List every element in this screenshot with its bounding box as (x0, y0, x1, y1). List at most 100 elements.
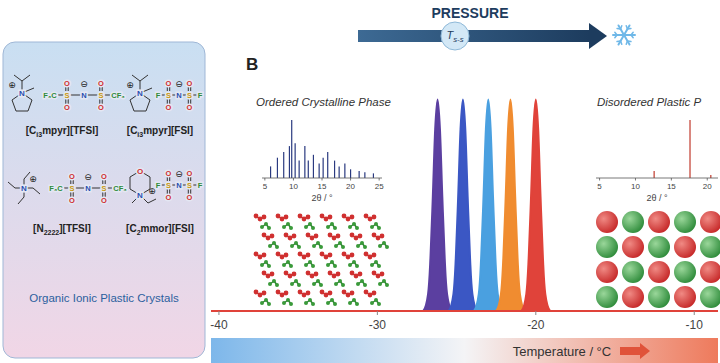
anion-atom (330, 298, 334, 302)
cation-atom (270, 272, 275, 277)
cation-atom (284, 291, 289, 296)
anion-atom (297, 245, 301, 249)
atom-label: O (187, 79, 193, 88)
xrd-peak (350, 169, 351, 178)
anion-atom (370, 225, 374, 229)
ion-sphere (674, 286, 696, 308)
atom-label: S (64, 91, 69, 100)
cation-atom (276, 252, 281, 257)
anion-atom (382, 241, 386, 245)
cation-atom (262, 271, 267, 276)
bond (146, 100, 150, 111)
bond (33, 188, 40, 194)
snowflake-arm (619, 25, 625, 35)
atom-label: S (101, 184, 106, 193)
cation-atom (320, 214, 325, 219)
cation-atom (350, 291, 355, 296)
xrd-peak (359, 171, 360, 178)
compound-label: [Ci3mpyr][TFSI] (26, 125, 99, 138)
atom-label: O (98, 103, 104, 112)
anion-atom (333, 264, 337, 268)
bond (18, 197, 24, 204)
anion-atom (304, 225, 308, 229)
anion-atom (308, 260, 312, 264)
anion-atom (308, 298, 312, 302)
bond (148, 199, 156, 203)
figure: N⊕OOOOF₃CSNSCF₃⊖[Ci3mpyr][TFSI]N⊕OOOOFSN… (0, 0, 720, 363)
bond (140, 75, 148, 81)
bond (183, 185, 187, 186)
cation-atom (314, 234, 319, 239)
snowflake-arm (613, 34, 624, 36)
x-tick-label: -20 (527, 318, 545, 332)
cation-atom (358, 234, 363, 239)
xrd-peak (277, 158, 278, 178)
bond (172, 95, 176, 96)
cation-atom (298, 290, 303, 295)
anion-atom (334, 244, 338, 248)
xrd-tick-label: 5 (263, 182, 268, 191)
cation-atom (306, 253, 311, 258)
cation-atom (328, 271, 333, 276)
xrd-peak (308, 161, 309, 178)
cation-atom (372, 215, 377, 220)
anion-atom (286, 260, 290, 264)
xrd-tick (707, 178, 708, 181)
cation-atom (284, 253, 289, 258)
text-part: [N (33, 223, 44, 234)
xrd-tick (350, 178, 351, 181)
anion-atom (360, 279, 364, 283)
atom-label: N (21, 184, 27, 193)
anion-atom (374, 222, 378, 226)
anion-atom (268, 244, 272, 248)
xrd-tick-label: 5 (597, 182, 602, 191)
x-tick-label: -40 (210, 318, 228, 332)
anion-atom (338, 279, 342, 283)
ion-sphere (622, 261, 644, 283)
cation-atom (364, 214, 369, 219)
anion-atom (304, 263, 308, 267)
transition-label: Ts-s (447, 29, 464, 44)
cation-atom (328, 253, 333, 258)
anion-atom (275, 283, 279, 287)
cation-atom (328, 233, 333, 238)
bond (172, 185, 176, 186)
anion-atom (326, 263, 330, 267)
atom-label: N (176, 91, 181, 100)
anion-atom (326, 225, 330, 229)
ordered-crystal (254, 214, 389, 306)
atom-label: O (187, 103, 193, 112)
bond (12, 100, 16, 111)
transition-badge (441, 22, 469, 50)
ion-sphere (622, 286, 644, 308)
compound-label: [N2222][TFSI] (33, 223, 91, 236)
bond (108, 188, 113, 189)
atom-label: N (85, 184, 90, 193)
anion-atom (352, 222, 356, 226)
anion-atom (294, 279, 298, 283)
atom-label: N (137, 89, 143, 98)
xrd-axis-label: 2θ / ° (311, 193, 333, 203)
bond (71, 95, 81, 96)
anion-atom (326, 301, 330, 305)
anion-atom (268, 282, 272, 286)
bond (22, 75, 30, 81)
bond (193, 185, 197, 186)
anion-atom (330, 222, 334, 226)
ion-sphere (674, 236, 696, 258)
bond (64, 188, 69, 189)
ion-sphere (674, 211, 696, 233)
anion-atom (338, 241, 342, 245)
atom-label: F (156, 91, 161, 100)
xrd-peak (283, 152, 284, 178)
xrd-tick (379, 178, 380, 181)
cation-atom (328, 291, 333, 296)
atom-label: S (187, 91, 192, 100)
ion-sphere (674, 261, 696, 283)
xrd-tick-label: 20 (703, 182, 712, 191)
xrd-peak (373, 173, 374, 178)
snowflake-arm (624, 34, 635, 36)
cation-atom (292, 234, 297, 239)
cation-atom (350, 271, 355, 276)
bond (134, 111, 146, 112)
